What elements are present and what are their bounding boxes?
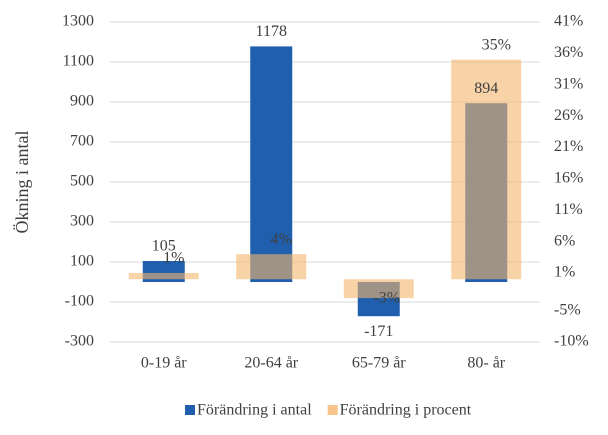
data-label: -3% — [373, 289, 400, 306]
y2-tick-label: 36% — [554, 44, 583, 61]
data-label: 105 — [152, 238, 176, 255]
y2-tick-label: 31% — [554, 75, 583, 92]
y-tick-label: 900 — [70, 93, 94, 110]
bar — [236, 254, 307, 280]
y2-tick-label: -5% — [554, 301, 581, 318]
bar — [128, 272, 199, 280]
data-label: 4% — [271, 231, 292, 248]
bar — [343, 279, 414, 299]
x-tick-label: 20-64 år — [244, 355, 298, 372]
legend-label: Förändring i procent — [340, 402, 472, 419]
y-tick-label: 300 — [70, 213, 94, 230]
legend-swatch — [327, 405, 338, 415]
data-label: 1% — [163, 250, 184, 267]
y2-tick-label: 1% — [554, 264, 575, 281]
bar — [451, 59, 522, 280]
y2-tick-label: 41% — [554, 13, 583, 30]
y-axis-label: Ökning i antal — [12, 131, 32, 234]
y-tick-label: 500 — [70, 173, 94, 190]
x-tick-label: 0-19 år — [141, 355, 187, 372]
y2-tick-label: -10% — [554, 333, 589, 350]
y2-tick-label: 26% — [554, 107, 583, 124]
legend-swatch — [185, 405, 195, 415]
y-tick-label: -300 — [65, 333, 94, 350]
y-tick-label: -100 — [65, 293, 94, 310]
data-label: 894 — [474, 80, 498, 97]
y-tick-label: 700 — [70, 133, 94, 150]
y2-tick-label: 11% — [554, 201, 583, 218]
y2-tick-label: 21% — [554, 138, 583, 155]
bar — [250, 46, 293, 283]
x-tick-label: 65-79 år — [352, 355, 406, 372]
legend-label: Förändring i antal — [197, 402, 312, 419]
y2-tick-label: 16% — [554, 170, 583, 187]
data-label: -171 — [364, 323, 393, 340]
y-tick-label: 100 — [70, 253, 94, 270]
data-label: 1178 — [256, 23, 287, 40]
y-tick-label: 1100 — [63, 53, 94, 70]
y2-tick-label: 6% — [554, 232, 575, 249]
x-tick-label: 80- år — [467, 355, 505, 372]
y-tick-label: 1300 — [62, 13, 94, 30]
data-label: 35% — [482, 36, 511, 53]
